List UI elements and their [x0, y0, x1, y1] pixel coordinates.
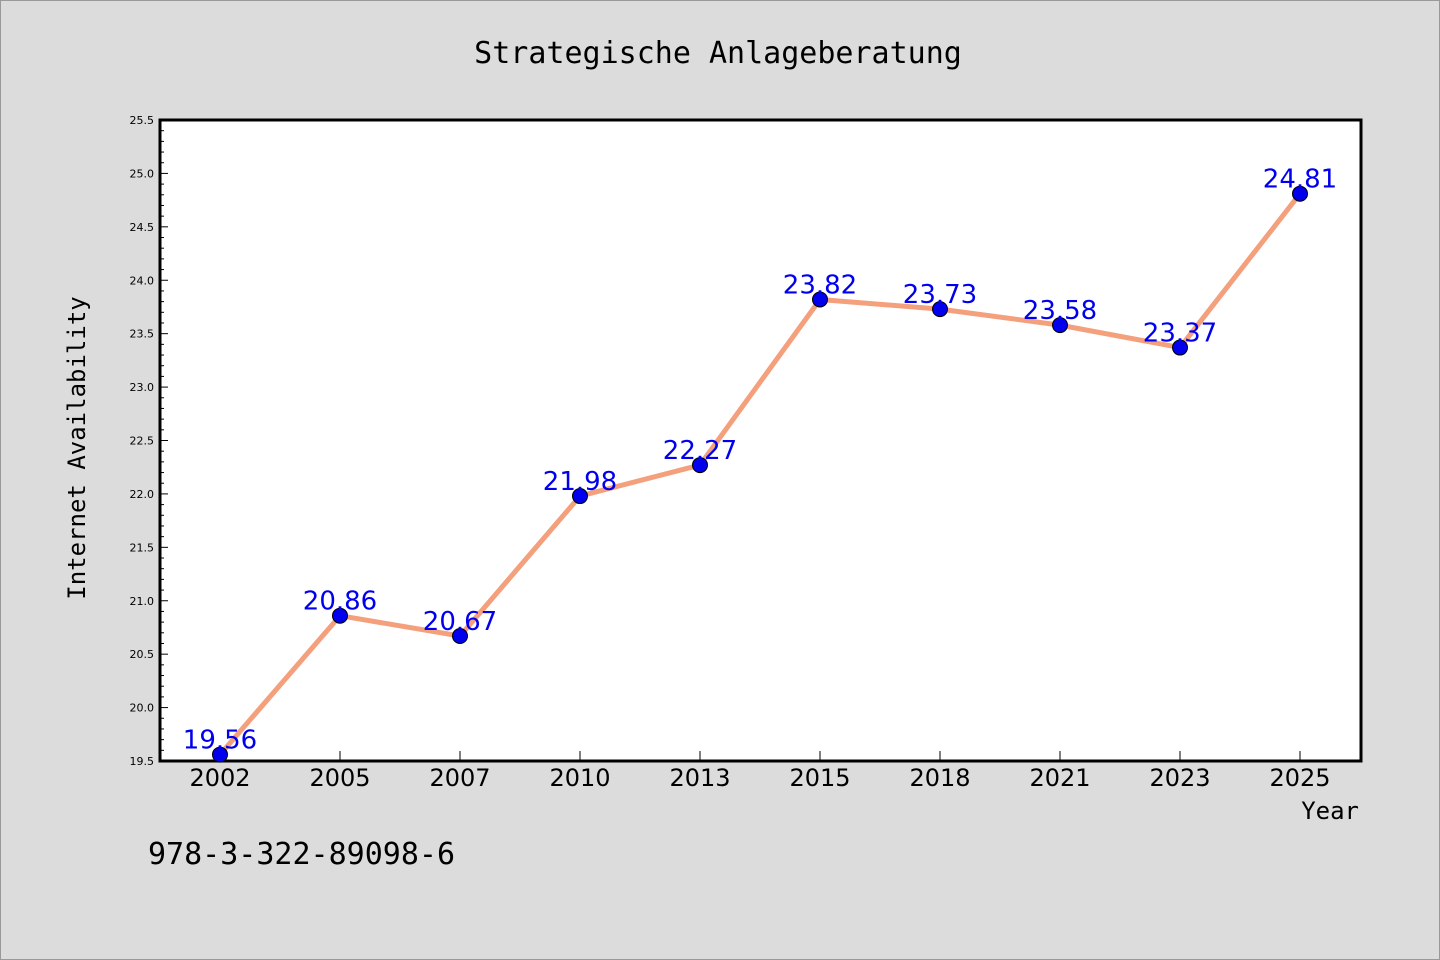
y-tick-label: 23.5 [130, 328, 155, 341]
footnote-isbn: 978-3-322-89098-6 [148, 837, 455, 872]
data-label: 22.27 [663, 436, 737, 466]
x-tick-label: 2021 [1029, 764, 1090, 792]
data-point-marker [332, 607, 348, 624]
data-point-marker [932, 301, 948, 318]
y-axis: 19.5 20.0 20.5 21.0 21.5 22.0 22.5 23.0 23.5 24.0… [130, 114, 168, 768]
data-labels-group: 19.56 20.86 20.67 21.98 22.27 23.82 23.73 23.58… [183, 165, 1337, 756]
y-tick-label: 24.0 [130, 274, 155, 287]
data-label: 19.56 [183, 726, 257, 756]
data-label: 24.81 [1263, 165, 1337, 195]
data-label: 23.58 [1023, 296, 1097, 326]
x-tick-label: 2007 [429, 764, 490, 792]
data-point-marker [452, 628, 468, 645]
data-label: 20.67 [423, 607, 497, 637]
data-label: 20.86 [303, 587, 377, 617]
x-axis-label: Year [1301, 797, 1359, 825]
y-tick-label: 19.5 [130, 755, 155, 768]
y-tick-label: 25.0 [130, 167, 155, 180]
y-tick-label: 22.0 [130, 488, 155, 501]
y-axis-label: Internet Availability [63, 296, 91, 599]
x-tick-label: 2015 [789, 764, 850, 792]
data-point-marker [812, 291, 828, 308]
x-tick-label: 2010 [549, 764, 610, 792]
chart-title: Strategische Anlageberatung [474, 36, 962, 71]
x-tick-label: 2005 [309, 764, 370, 792]
data-point-marker [1052, 317, 1068, 334]
data-point-marker [1172, 339, 1188, 356]
y-tick-label: 21.0 [130, 595, 155, 608]
y-tick-label: 21.5 [130, 541, 155, 554]
y-tick-label: 20.5 [130, 648, 155, 661]
y-tick-label: 25.5 [130, 114, 155, 127]
data-label: 23.73 [903, 280, 977, 310]
y-tick-label: 24.5 [130, 221, 155, 234]
y-tick-label: 20.0 [130, 702, 155, 715]
x-tick-label: 2002 [189, 764, 250, 792]
data-point-marker [1292, 185, 1308, 202]
y-tick-label: 22.5 [130, 435, 155, 448]
data-label: 23.37 [1143, 319, 1217, 349]
series-line-group [212, 185, 1308, 763]
x-tick-label: 2013 [669, 764, 730, 792]
x-axis: 2002 2005 2007 2010 2013 2015 2018 2021 2023 2025 [189, 751, 1331, 792]
x-tick-label: 2018 [909, 764, 970, 792]
data-point-marker [572, 488, 588, 505]
series-line [217, 191, 1303, 758]
x-tick-label: 2025 [1269, 764, 1330, 792]
plot-area [158, 118, 1363, 763]
data-label: 23.82 [783, 270, 857, 300]
y-tick-label: 23.0 [130, 381, 155, 394]
data-point-marker [692, 457, 708, 474]
data-point-marker [212, 746, 228, 763]
data-label: 21.98 [543, 467, 617, 497]
x-tick-label: 2023 [1149, 764, 1210, 792]
